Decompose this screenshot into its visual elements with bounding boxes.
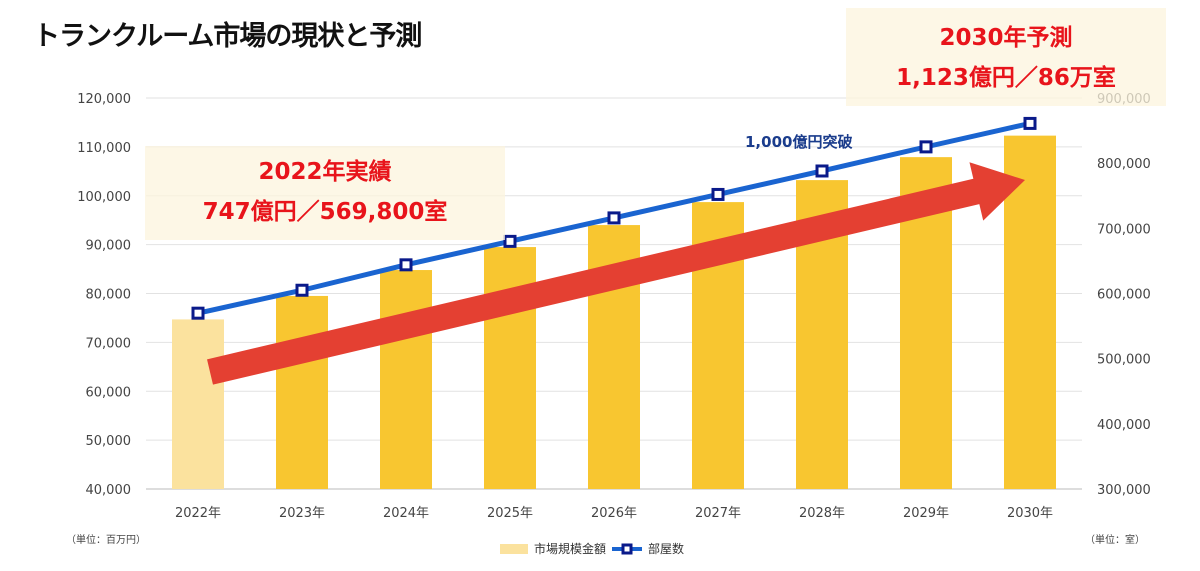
right-tick-label: 300,000 bbox=[1097, 483, 1151, 498]
left-axis-unit: （単位：百万円） bbox=[66, 535, 146, 546]
x-tick-label: 2027年 bbox=[695, 506, 741, 521]
line-marker bbox=[191, 306, 205, 320]
actual-value: 747億円／569,800室 bbox=[202, 199, 448, 225]
bar bbox=[1004, 135, 1056, 490]
x-tick-label: 2022年 bbox=[175, 506, 221, 521]
legend-line-label: 部屋数 bbox=[648, 542, 685, 556]
legend-bar-label: 市場規模金額 bbox=[534, 542, 607, 556]
actual-title: 2022年実績 bbox=[258, 159, 392, 185]
legend-bar-swatch bbox=[500, 543, 528, 554]
actual-annotation: 2022年実績 747億円／569,800室 bbox=[145, 146, 505, 240]
right-tick-label: 400,000 bbox=[1097, 418, 1151, 433]
right-tick-label: 600,000 bbox=[1097, 288, 1151, 303]
x-tick-label: 2029年 bbox=[903, 506, 949, 521]
x-tick-label: 2025年 bbox=[487, 506, 533, 521]
right-tick-label: 700,000 bbox=[1097, 222, 1151, 237]
line-marker bbox=[399, 258, 413, 272]
x-tick-label: 2023年 bbox=[279, 506, 325, 521]
forecast-annotation: 2030年予測 1,123億円／86万室 bbox=[846, 8, 1166, 106]
left-tick-label: 40,000 bbox=[86, 483, 132, 498]
trend-arrow bbox=[207, 162, 1025, 385]
line-marker bbox=[919, 140, 933, 154]
forecast-value: 1,123億円／86万室 bbox=[896, 65, 1116, 91]
forecast-title: 2030年予測 bbox=[939, 25, 1073, 51]
line-marker bbox=[503, 234, 517, 248]
bar bbox=[380, 270, 432, 489]
left-tick-label: 110,000 bbox=[77, 141, 131, 156]
line-marker bbox=[1023, 116, 1037, 130]
x-tick-label: 2026年 bbox=[591, 506, 637, 521]
legend: 市場規模金額 部屋数 bbox=[500, 540, 684, 557]
line-marker bbox=[815, 164, 829, 178]
x-tick-label: 2030年 bbox=[1007, 506, 1053, 521]
bar bbox=[276, 295, 328, 489]
right-axis-unit: （単位：室） bbox=[1085, 535, 1145, 546]
left-tick-label: 70,000 bbox=[86, 336, 132, 351]
left-tick-label: 80,000 bbox=[86, 288, 132, 303]
right-tick-label: 800,000 bbox=[1097, 157, 1151, 172]
milestone-label: 1,000億円突破 bbox=[745, 133, 853, 151]
left-tick-label: 60,000 bbox=[86, 385, 132, 400]
page-title: トランクルーム市場の現状と予測 bbox=[33, 21, 422, 52]
right-tick-label: 500,000 bbox=[1097, 353, 1151, 368]
line-marker bbox=[711, 187, 725, 201]
line-marker bbox=[295, 283, 309, 297]
line-marker bbox=[607, 211, 621, 225]
left-tick-label: 100,000 bbox=[77, 190, 131, 205]
x-tick-label: 2024年 bbox=[383, 506, 429, 521]
left-tick-label: 120,000 bbox=[77, 92, 131, 107]
legend-line-swatch bbox=[612, 543, 643, 554]
left-tick-label: 50,000 bbox=[86, 434, 132, 449]
bar bbox=[172, 319, 224, 489]
x-tick-label: 2028年 bbox=[799, 506, 845, 521]
left-tick-label: 90,000 bbox=[86, 239, 132, 254]
bar bbox=[484, 247, 536, 489]
